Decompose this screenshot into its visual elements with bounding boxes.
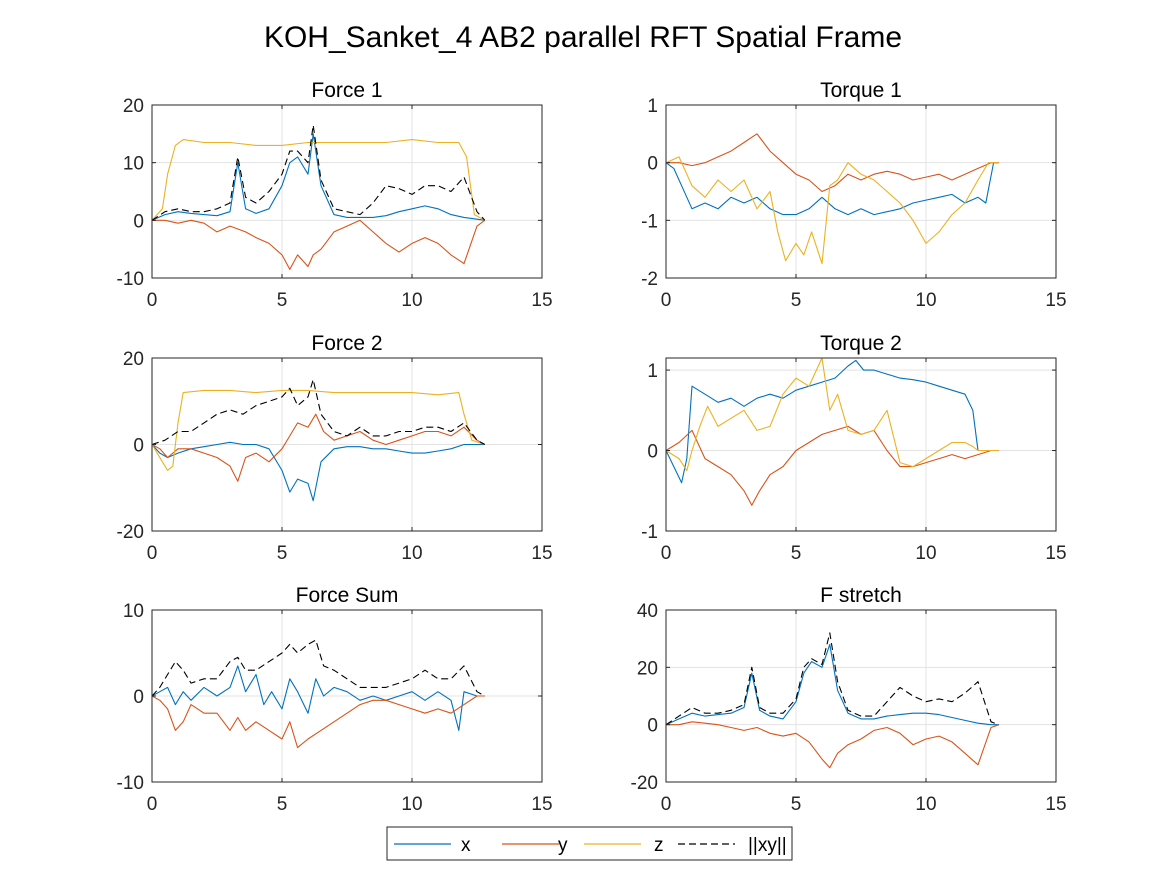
series-xy-line [151,379,486,446]
y-tick-label: 0 [133,211,144,232]
plot-area [666,105,1056,278]
plot-area [152,105,542,278]
figure-title: KOH_Sanket_4 AB2 parallel RFT Spatial Fr… [264,21,902,54]
y-tick-label: 0 [647,442,658,463]
axes-box [665,609,1057,783]
plot-area [666,610,1056,782]
series-y-line [665,425,999,506]
x-tick-label: 0 [661,290,672,311]
x-tick-label: 5 [791,794,802,815]
series-y-line [666,133,999,193]
x-tick-label: 0 [661,543,672,564]
y-tick-label: -20 [631,773,658,794]
x-tick-label: 10 [915,543,936,564]
series-x-line [151,665,485,731]
y-tick-label: 0 [647,154,658,175]
series-y-line [151,695,485,749]
x-tick-label: 5 [791,290,802,311]
series-y-line [666,721,999,769]
series-x-line [665,643,999,726]
series-x-line [665,359,999,484]
series-z-line [151,139,486,221]
plot-area [666,358,1056,531]
axes-box [151,104,543,279]
axes-box [665,357,1057,532]
subplot-title: F stretch [820,584,902,607]
x-tick-label: 10 [915,794,936,815]
subplot-title: Force 2 [311,332,382,355]
y-tick-label: 10 [123,601,144,622]
y-tick-label: -10 [117,269,144,290]
y-tick-label: -20 [117,522,144,543]
x-tick-label: 15 [1045,543,1066,564]
y-tick-label: -1 [641,522,658,543]
x-tick-label: 15 [531,290,552,311]
y-tick-label: 40 [637,601,658,622]
series-x-line [151,133,485,221]
series-y-line [152,219,486,270]
subplot-title: Torque 2 [820,332,902,355]
x-tick-label: 5 [277,543,288,564]
y-tick-label: -1 [641,211,658,232]
x-tick-label: 10 [915,290,936,311]
x-tick-label: 15 [1045,794,1066,815]
series-z-line [151,389,485,471]
subplot-title: Torque 1 [820,79,902,102]
legend-entry-z: z [584,835,664,856]
legend-entry-xy: ||xy|| [678,835,787,856]
legend-entry-y: y [502,835,568,856]
x-tick-label: 0 [147,794,158,815]
series-x-line [151,441,485,502]
x-tick-label: 10 [401,290,422,311]
subplot-title: Force 1 [311,79,382,102]
legend-label: y [558,835,568,856]
y-tick-label: 0 [647,716,658,737]
legend: x y z ||xy|| [386,826,793,861]
y-tick-label: 10 [123,154,144,175]
y-tick-label: -10 [117,773,144,794]
y-tick-label: 1 [647,96,658,117]
y-tick-label: -2 [641,269,658,290]
x-tick-label: 15 [531,794,552,815]
legend-label: z [654,835,664,856]
x-tick-label: 0 [661,794,672,815]
series-y-line [151,413,486,482]
subplot-title: Force Sum [296,584,399,607]
legend-label: x [461,835,471,856]
series-z-line [665,357,999,472]
x-tick-label: 10 [401,543,422,564]
series-xy-line [665,632,999,726]
series-z-line [665,156,999,265]
x-tick-label: 5 [277,794,288,815]
y-tick-label: 0 [133,436,144,457]
subplot-2: 0 5 10 15 -2 -1 0 1 Torque 1 [641,79,1066,311]
x-tick-label: 10 [401,794,422,815]
x-tick-label: 15 [531,543,552,564]
legend-label: ||xy|| [748,835,787,856]
axes-box [665,104,1057,279]
legend-entry-x: x [394,835,471,856]
x-tick-label: 0 [147,290,158,311]
series-xy-line [151,639,486,697]
y-tick-label: 20 [637,658,658,679]
series-x-line [665,162,999,216]
series-xy-line [151,124,486,221]
y-tick-label: 0 [133,687,144,708]
x-tick-label: 5 [277,290,288,311]
y-tick-label: 20 [123,96,144,117]
x-tick-label: 15 [1045,290,1066,311]
x-tick-label: 0 [147,543,158,564]
y-tick-label: 20 [123,349,144,370]
x-tick-label: 5 [791,543,802,564]
y-tick-label: 1 [647,361,658,382]
